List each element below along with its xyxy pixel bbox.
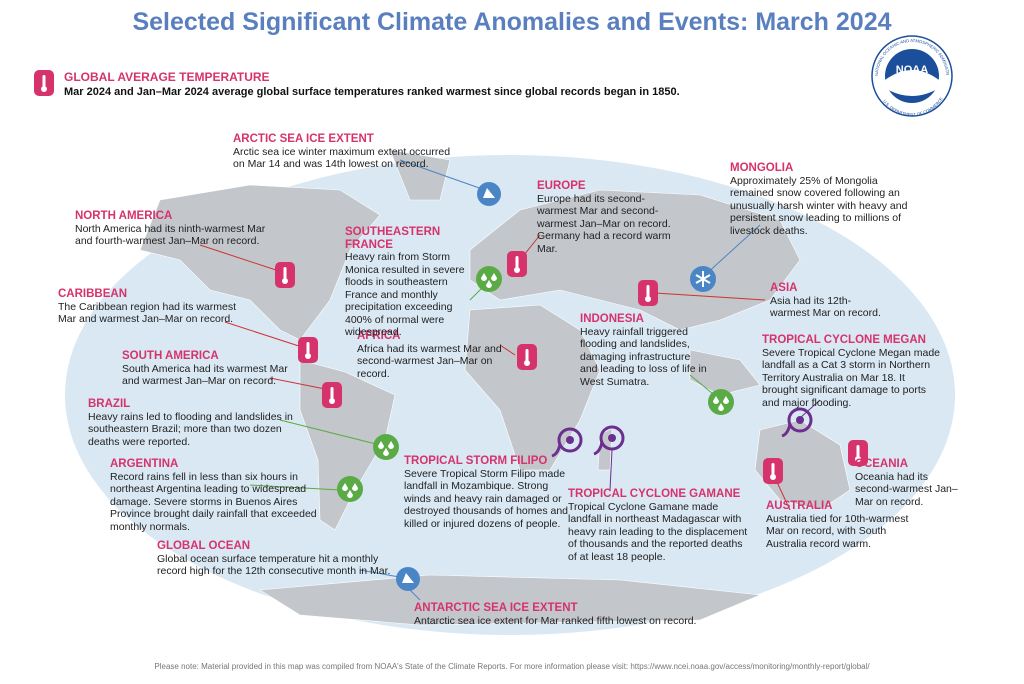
temperature-icon bbox=[638, 280, 658, 306]
text: Heavy rain from Storm Monica resulted in… bbox=[345, 251, 465, 338]
annotation: TROPICAL STORM FILIPO Severe Tropical Sto… bbox=[404, 455, 569, 530]
snow-icon bbox=[689, 265, 717, 293]
text: South America had its warmest Mar and wa… bbox=[122, 362, 288, 388]
text: Heavy rains led to flooding and landslid… bbox=[88, 410, 293, 448]
annotation: INDONESIA Heavy rainfall triggered floodi… bbox=[580, 313, 708, 388]
heading: TROPICAL STORM FILIPO bbox=[404, 455, 548, 467]
heading: INDONESIA bbox=[580, 313, 644, 325]
heading: ARCTIC SEA ICE EXTENT bbox=[233, 133, 374, 145]
annotation: EUROPE Europe had its second-warmest Mar … bbox=[537, 180, 677, 255]
temperature-icon bbox=[507, 251, 527, 277]
global-temperature: GLOBAL AVERAGE TEMPERATURE Mar 2024 and … bbox=[64, 70, 680, 98]
annotation: TROPICAL CYCLONE GAMANE Tropical Cyclone … bbox=[568, 488, 753, 563]
heading: BRAZIL bbox=[88, 398, 131, 410]
rain-icon bbox=[476, 266, 502, 292]
logo-name: NOAA bbox=[896, 64, 928, 76]
title: Selected Significant Climate Anomalies a… bbox=[132, 8, 892, 36]
temperature-icon bbox=[517, 344, 537, 370]
heading: ANTARCTIC SEA ICE EXTENT bbox=[414, 602, 578, 614]
text: Record rains fell in less than six hours… bbox=[110, 470, 317, 533]
annotation: AFRICA Africa had its warmest Mar and sec… bbox=[357, 330, 507, 380]
heading: ARGENTINA bbox=[110, 458, 179, 470]
text: Australia tied for 10th-warmest Mar on r… bbox=[766, 512, 909, 550]
annotation: GLOBAL OCEAN Global ocean surface tempera… bbox=[157, 540, 397, 578]
annotation: SOUTH AMERICA South America had its warme… bbox=[122, 350, 292, 388]
annotation: SOUTHEASTERN FRANCE Heavy rain from Storm… bbox=[345, 226, 473, 339]
heading: OCEANIA bbox=[855, 458, 909, 470]
annotation: MONGOLIA Approximately 25% of Mongolia re… bbox=[730, 162, 920, 237]
annotation: BRAZIL Heavy rains led to flooding and la… bbox=[88, 398, 308, 448]
heading: TROPICAL CYCLONE GAMANE bbox=[568, 488, 741, 500]
annotation: ASIA Asia had its 12th-warmest Mar on rec… bbox=[770, 282, 890, 320]
temperature-icon bbox=[763, 458, 783, 484]
heading: SOUTHEASTERN FRANCE bbox=[345, 226, 441, 251]
annotation: ANTARCTIC SEA ICE EXTENT Antarctic sea ic… bbox=[414, 602, 714, 627]
heading: CARIBBEAN bbox=[58, 288, 127, 300]
annotation: TROPICAL CYCLONE MEGAN Severe Tropical Cy… bbox=[762, 334, 942, 409]
text: Severe Tropical Storm Filipo made landfa… bbox=[404, 467, 569, 530]
annotation: CARIBBEAN The Caribbean region had its wa… bbox=[58, 288, 248, 326]
heading: GLOBAL OCEAN bbox=[157, 540, 251, 552]
text: Antarctic sea ice extent for Mar ranked … bbox=[414, 614, 697, 627]
footer: Please note: Material provided in this m… bbox=[154, 662, 870, 671]
heading: GLOBAL AVERAGE TEMPERATURE bbox=[64, 70, 270, 84]
annotation: AUSTRALIA Australia tied for 10th-warmest… bbox=[766, 500, 916, 550]
text: Africa had its warmest Mar and second-wa… bbox=[357, 342, 502, 380]
ice-icon bbox=[477, 182, 501, 206]
rain-icon bbox=[373, 434, 399, 460]
temperature-icon bbox=[322, 382, 342, 408]
text: Heavy rainfall triggered flooding and la… bbox=[580, 325, 707, 388]
annotation: ARCTIC SEA ICE EXTENT Arctic sea ice wint… bbox=[233, 133, 463, 171]
temperature-icon bbox=[298, 337, 318, 363]
text: Europe had its second-warmest Mar and se… bbox=[537, 192, 671, 255]
heading: SOUTH AMERICA bbox=[122, 350, 219, 362]
temperature-icon bbox=[34, 70, 54, 96]
text: Arctic sea ice winter maximum extent occ… bbox=[233, 145, 451, 171]
text: Global ocean surface temperature hit a m… bbox=[157, 552, 391, 578]
annotation: ARGENTINA Record rains fell in less than … bbox=[110, 458, 330, 533]
text: North America had its ninth-warmest Mar … bbox=[75, 222, 266, 248]
heading: TROPICAL CYCLONE MEGAN bbox=[762, 334, 926, 346]
text: Mar 2024 and Jan–Mar 2024 average global… bbox=[64, 86, 680, 98]
annotation: NORTH AMERICA North America had its ninth… bbox=[75, 210, 275, 248]
heading: EUROPE bbox=[537, 180, 586, 192]
text: Severe Tropical Cyclone Megan made landf… bbox=[762, 346, 941, 409]
temperature-icon bbox=[275, 262, 295, 288]
rain-icon bbox=[337, 476, 363, 502]
heading: MONGOLIA bbox=[730, 162, 794, 174]
text: Tropical Cyclone Gamane made landfall in… bbox=[568, 500, 748, 563]
ice-icon bbox=[396, 567, 420, 591]
heading: AFRICA bbox=[357, 330, 401, 342]
text: The Caribbean region had its warmest Mar… bbox=[58, 300, 237, 326]
rain-icon bbox=[708, 389, 734, 415]
text: Asia had its 12th-warmest Mar on record. bbox=[770, 294, 881, 320]
annotation: OCEANIA Oceania had its second-warmest Ja… bbox=[855, 458, 965, 508]
text: Oceania had its second-warmest Jan–Mar o… bbox=[855, 470, 958, 508]
text: Approximately 25% of Mongolia remained s… bbox=[730, 174, 908, 237]
heading: ASIA bbox=[770, 282, 798, 294]
heading: NORTH AMERICA bbox=[75, 210, 173, 222]
heading: AUSTRALIA bbox=[766, 500, 833, 512]
